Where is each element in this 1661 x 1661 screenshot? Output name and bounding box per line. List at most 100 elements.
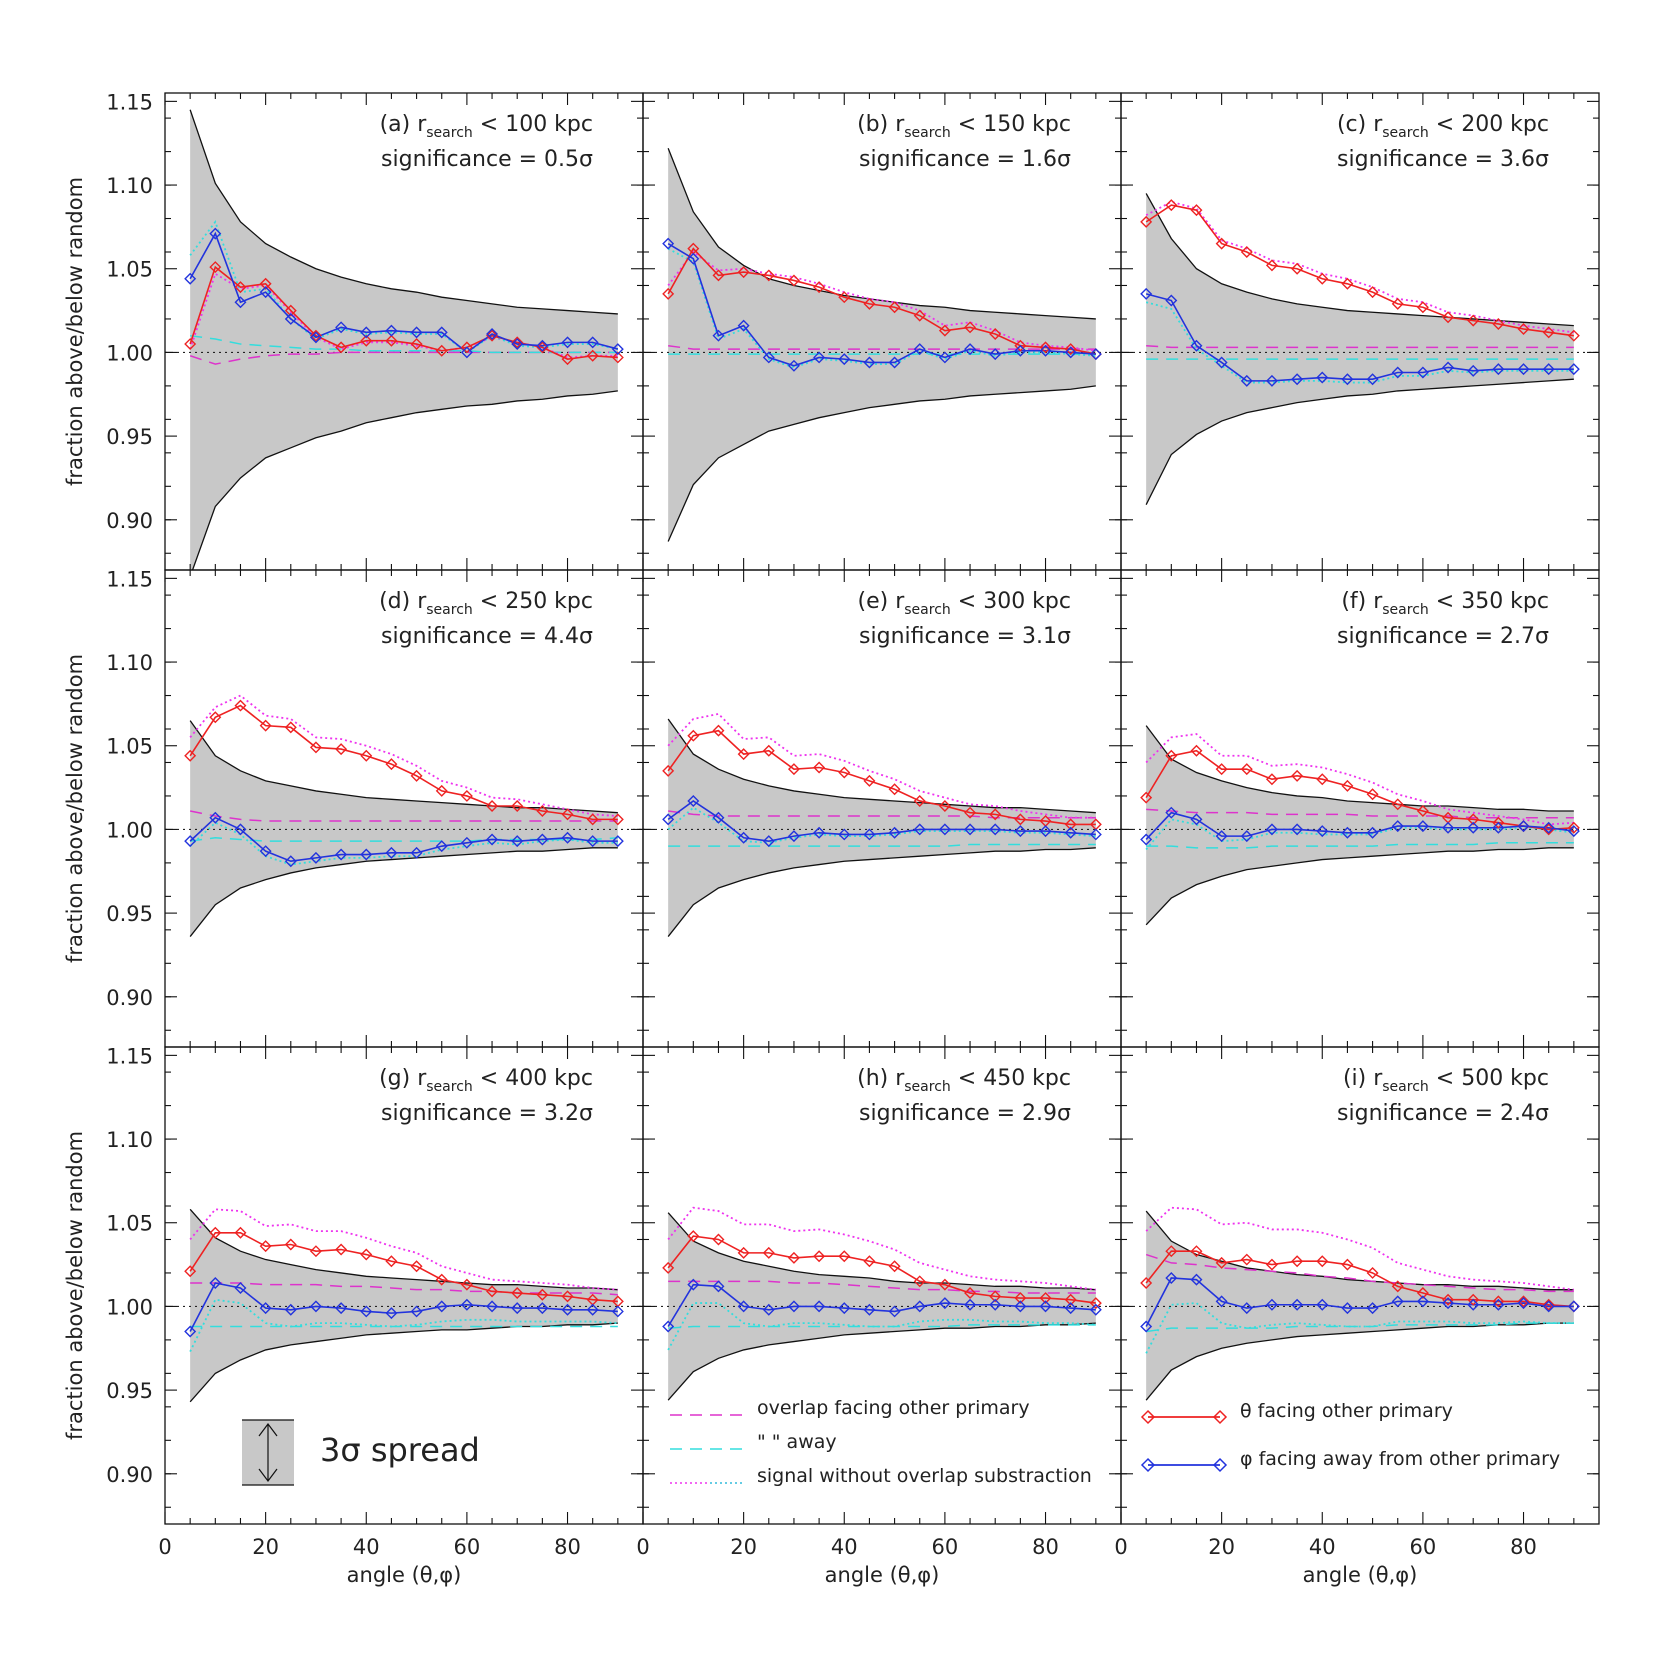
phi-point xyxy=(1291,823,1304,836)
phi-raw-dotted-line xyxy=(189,821,618,866)
theta-point xyxy=(1542,1298,1555,1311)
y-tick-label: 0.95 xyxy=(106,1379,153,1403)
phi-point xyxy=(209,1276,222,1289)
y-tick-label: 1.05 xyxy=(106,1212,153,1236)
panel-ticks xyxy=(164,93,643,570)
phi-point xyxy=(1039,1300,1052,1313)
theta-point xyxy=(1215,763,1228,776)
sigma-band-lower xyxy=(191,390,618,570)
panel-significance: significance = 2.9σ xyxy=(859,1101,1071,1126)
phi-point xyxy=(838,1302,851,1315)
phi-point xyxy=(1265,374,1278,387)
phi-point xyxy=(1039,344,1052,357)
y-tick-label: 1.05 xyxy=(106,258,153,282)
overlap-facing-line xyxy=(1146,808,1574,819)
theta-point xyxy=(1542,823,1555,836)
panel-ticks xyxy=(164,570,643,1047)
theta-point xyxy=(662,287,675,300)
theta-point xyxy=(964,1287,977,1300)
sigma-band-upper xyxy=(667,1212,1096,1291)
panel-f: (f) rsearch < 350 kpc significance = 2.7σ xyxy=(1120,569,1600,1048)
phi-point xyxy=(762,835,775,848)
theta-point xyxy=(1190,1245,1203,1258)
phi-point xyxy=(1291,1298,1304,1311)
phi-point xyxy=(1366,826,1379,839)
overlap-facing-line xyxy=(668,810,1096,819)
theta-point xyxy=(209,711,222,724)
phi-point xyxy=(486,1300,499,1313)
panel-title-suffix: < 300 kpc xyxy=(951,589,1071,614)
legend-series-label: φ facing away from other primary xyxy=(1240,1448,1560,1470)
theta-point xyxy=(737,1246,750,1259)
phi-point xyxy=(1341,1302,1354,1315)
sigma-band-upper xyxy=(189,1208,618,1291)
theta-point xyxy=(1517,1295,1530,1308)
phi-point xyxy=(586,336,599,349)
theta-point xyxy=(1492,317,1505,330)
phi-point xyxy=(989,1298,1002,1311)
phi-point xyxy=(737,831,750,844)
phi-point xyxy=(1567,363,1580,376)
panel-plot-area xyxy=(165,694,643,937)
phi-point xyxy=(561,831,574,844)
x-tick-label: 60 xyxy=(932,1535,959,1559)
theta-point xyxy=(410,338,423,351)
panel-title-prefix: (a) r xyxy=(380,112,428,137)
phi-point xyxy=(813,351,826,364)
panel-title: (f) rsearch < 350 kpc xyxy=(1341,589,1549,618)
legend-series-marker xyxy=(1212,1409,1228,1425)
phi-point xyxy=(1316,1298,1329,1311)
phi-point xyxy=(1190,339,1203,352)
phi-point xyxy=(737,319,750,332)
phi-point xyxy=(1416,366,1429,379)
theta-point xyxy=(938,799,951,812)
phi-point xyxy=(1064,1302,1077,1315)
phi-point xyxy=(1517,1297,1530,1310)
phi-point xyxy=(1140,1320,1153,1333)
theta-point xyxy=(888,1260,901,1273)
phi-point xyxy=(687,252,700,265)
theta-point xyxy=(335,743,348,756)
panel-title-subscript: search xyxy=(904,602,951,618)
phi-point xyxy=(762,1303,775,1316)
sigma-band-lower xyxy=(667,385,1096,542)
y-axis-label: fraction above/below random xyxy=(63,654,87,963)
phi-point xyxy=(687,1278,700,1291)
x-tick-label: 80 xyxy=(1032,1535,1059,1559)
phi-point xyxy=(1567,825,1580,838)
theta-point xyxy=(989,1290,1002,1303)
phi-point xyxy=(1467,364,1480,377)
y-tick-label: 1.00 xyxy=(106,341,153,365)
x-tick-label: 20 xyxy=(730,1535,757,1559)
phi-point xyxy=(1039,825,1052,838)
theta-point xyxy=(309,741,322,754)
phi-point xyxy=(964,1298,977,1311)
panel-c: (c) rsearch < 200 kpc significance = 3.6σ xyxy=(1120,92,1600,571)
theta-point xyxy=(410,769,423,782)
panel-title-prefix: (g) r xyxy=(379,1066,427,1091)
phi-point xyxy=(787,359,800,372)
phi-point xyxy=(1391,820,1404,833)
panel-d: (d) rsearch < 250 kpc significance = 4.4σ xyxy=(164,569,644,1048)
phi-point xyxy=(1064,826,1077,839)
theta-point xyxy=(838,766,851,779)
phi-point xyxy=(284,855,297,868)
legends: 3σ spread overlap facing other primary " "… xyxy=(242,1397,1560,1487)
phi-point xyxy=(787,830,800,843)
phi-point xyxy=(284,312,297,325)
phi-point xyxy=(536,339,549,352)
phi-point xyxy=(360,1305,373,1318)
y-axis-label: fraction above/below random xyxy=(63,177,87,486)
theta-point xyxy=(486,329,499,342)
sigma-band-upper xyxy=(189,720,618,814)
panel-plot-area xyxy=(1121,725,1599,926)
theta-point xyxy=(335,1243,348,1256)
phi-point xyxy=(1240,1302,1253,1315)
y-tick-label: 0.90 xyxy=(106,986,153,1010)
overlap-facing-line xyxy=(1146,344,1574,349)
phi-point xyxy=(787,1300,800,1313)
theta-point xyxy=(385,1255,398,1268)
panel-title-subscript: search xyxy=(426,125,473,141)
phi-point xyxy=(913,343,926,356)
theta-point xyxy=(938,324,951,337)
